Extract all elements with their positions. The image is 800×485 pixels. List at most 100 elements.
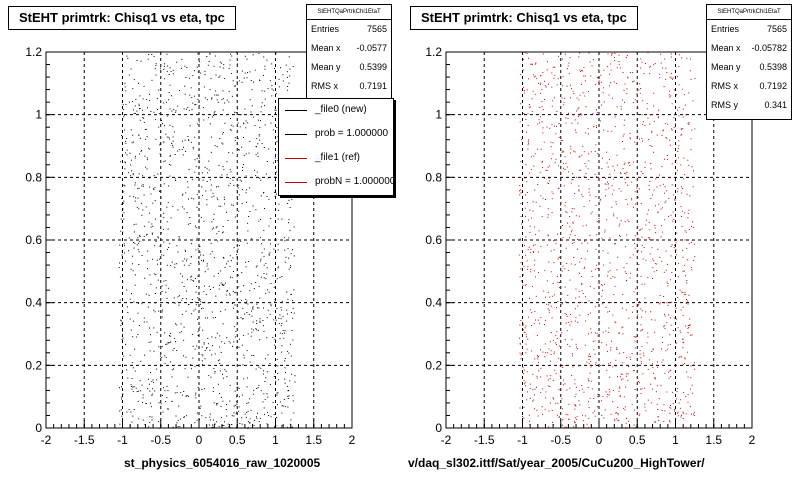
scatter-point bbox=[676, 75, 678, 77]
scatter-point bbox=[154, 187, 156, 189]
scatter-point bbox=[202, 307, 204, 309]
scatter-point bbox=[252, 321, 254, 323]
scatter-point bbox=[213, 227, 214, 229]
scatter-point bbox=[595, 364, 596, 366]
scatter-point bbox=[687, 351, 689, 353]
scatter-point bbox=[624, 83, 626, 85]
scatter-point bbox=[531, 111, 533, 112]
scatter-point bbox=[556, 337, 558, 339]
scatter-point bbox=[195, 397, 197, 399]
scatter-point bbox=[617, 420, 619, 422]
scatter-point bbox=[522, 329, 524, 331]
scatter-point bbox=[683, 412, 685, 414]
scatter-point bbox=[169, 154, 171, 156]
scatter-point bbox=[249, 422, 251, 424]
scatter-point bbox=[137, 237, 139, 239]
scatter-point bbox=[287, 390, 289, 392]
scatter-point bbox=[519, 324, 521, 326]
scatter-point bbox=[276, 141, 278, 143]
scatter-point bbox=[276, 392, 278, 394]
scatter-point bbox=[284, 360, 286, 362]
scatter-point bbox=[642, 100, 644, 102]
scatter-point bbox=[562, 424, 563, 426]
scatter-point bbox=[645, 62, 646, 64]
scatter-point bbox=[261, 106, 262, 108]
scatter-point bbox=[140, 150, 142, 152]
scatter-point bbox=[544, 80, 545, 82]
scatter-point bbox=[186, 298, 187, 300]
scatter-point bbox=[138, 325, 140, 326]
scatter-point bbox=[194, 104, 196, 106]
scatter-point bbox=[618, 390, 620, 392]
scatter-point bbox=[639, 413, 641, 415]
scatter-point bbox=[197, 98, 199, 100]
scatter-point bbox=[560, 204, 562, 206]
scatter-point bbox=[564, 53, 566, 55]
scatter-point bbox=[186, 395, 188, 397]
y-tick-label: 0.4 bbox=[25, 296, 42, 310]
scatter-point bbox=[609, 173, 611, 175]
scatter-point bbox=[258, 220, 260, 222]
scatter-point bbox=[233, 326, 235, 328]
scatter-point bbox=[192, 279, 194, 281]
scatter-point bbox=[247, 72, 248, 74]
scatter-point bbox=[547, 166, 549, 168]
scatter-point bbox=[241, 272, 243, 274]
scatter-point bbox=[614, 169, 615, 171]
scatter-point bbox=[221, 341, 223, 343]
scatter-point bbox=[690, 266, 692, 268]
scatter-point bbox=[617, 414, 619, 416]
scatter-point bbox=[188, 77, 190, 79]
scatter-point bbox=[223, 257, 225, 259]
scatter-point bbox=[220, 406, 222, 407]
scatter-point bbox=[676, 318, 678, 320]
scatter-point bbox=[134, 157, 136, 159]
scatter-point bbox=[202, 179, 204, 181]
scatter-point bbox=[154, 302, 156, 304]
scatter-point bbox=[124, 168, 126, 170]
scatter-point bbox=[157, 279, 159, 281]
scatter-point bbox=[279, 338, 281, 340]
scatter-point bbox=[167, 228, 169, 230]
scatter-point bbox=[528, 104, 530, 105]
scatter-point bbox=[264, 90, 266, 92]
scatter-point bbox=[247, 122, 249, 124]
scatter-point bbox=[265, 377, 267, 379]
scatter-point bbox=[270, 218, 272, 220]
scatter-point bbox=[569, 324, 571, 326]
scatter-point bbox=[596, 264, 597, 266]
scatter-point bbox=[138, 390, 140, 392]
scatter-point bbox=[555, 243, 557, 245]
scatter-point bbox=[250, 80, 252, 81]
scatter-point bbox=[176, 245, 178, 247]
scatter-point bbox=[249, 71, 251, 73]
scatter-point bbox=[204, 301, 206, 303]
scatter-point bbox=[169, 67, 171, 69]
scatter-point bbox=[233, 341, 235, 343]
scatter-point bbox=[230, 171, 232, 173]
scatter-point bbox=[193, 280, 195, 282]
scatter-point bbox=[571, 208, 573, 210]
scatter-point bbox=[626, 373, 628, 375]
scatter-point bbox=[562, 58, 563, 60]
scatter-point bbox=[222, 166, 224, 168]
scatter-point bbox=[292, 395, 294, 397]
scatter-point bbox=[233, 415, 235, 417]
scatter-point bbox=[650, 168, 652, 170]
scatter-point bbox=[577, 122, 579, 124]
scatter-point bbox=[587, 314, 589, 315]
scatter-point bbox=[613, 81, 615, 83]
scatter-point bbox=[640, 393, 642, 394]
scatter-point bbox=[646, 342, 648, 344]
scatter-point bbox=[585, 320, 587, 322]
scatter-point bbox=[245, 302, 247, 304]
stats-row-entries: Entries 7565 bbox=[707, 20, 791, 39]
scatter-point bbox=[652, 194, 654, 196]
scatter-point bbox=[187, 107, 189, 109]
scatter-point bbox=[616, 217, 618, 219]
scatter-point bbox=[171, 369, 173, 371]
scatter-point bbox=[198, 121, 200, 123]
scatter-point bbox=[226, 337, 228, 339]
scatter-point bbox=[194, 422, 196, 424]
scatter-point bbox=[264, 124, 266, 126]
